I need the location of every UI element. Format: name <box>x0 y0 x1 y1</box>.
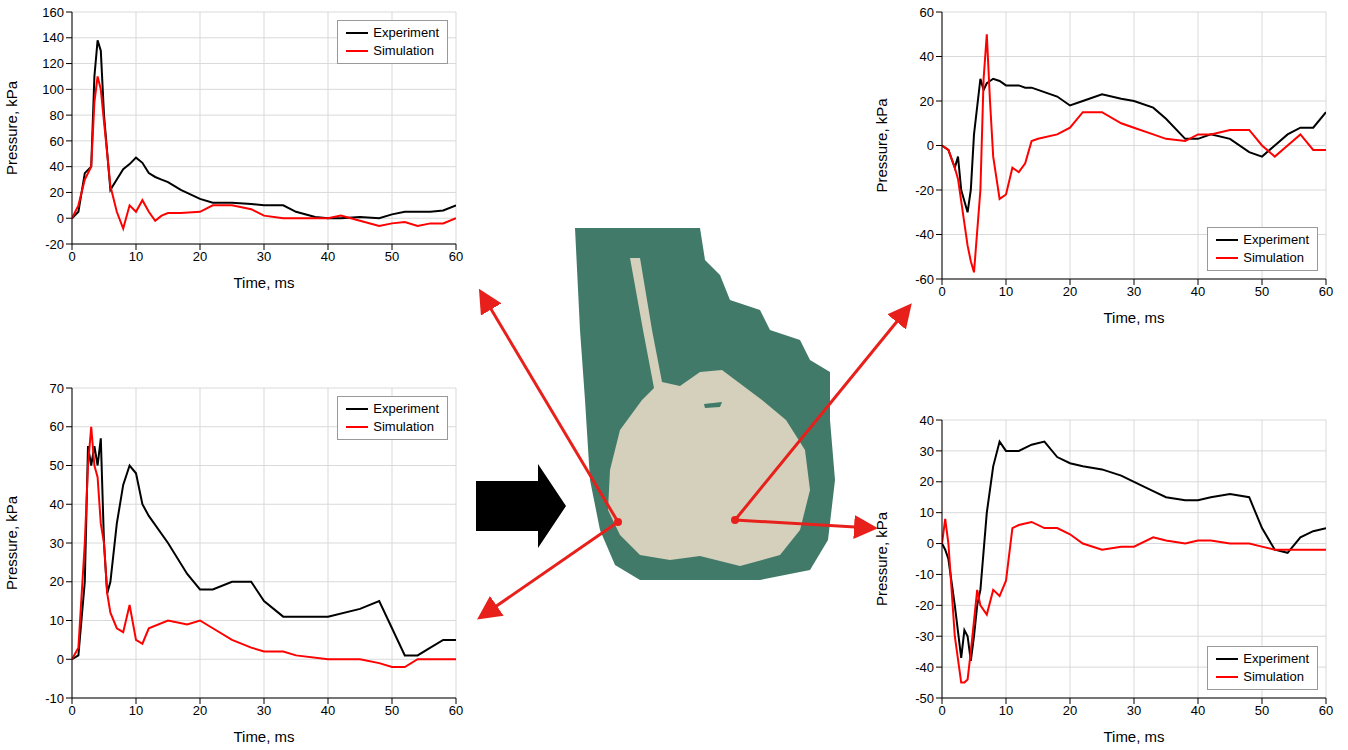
svg-text:0: 0 <box>927 138 934 153</box>
svg-text:60: 60 <box>1319 703 1333 718</box>
html-text:Experiment: Experiment <box>373 25 439 40</box>
svg-text:0: 0 <box>938 284 945 299</box>
svg-text:70: 70 <box>50 381 64 396</box>
svg-text:Time, ms: Time, ms <box>233 728 294 745</box>
svg-text:50: 50 <box>385 249 399 264</box>
svg-text:40: 40 <box>1191 284 1205 299</box>
svg-text:40: 40 <box>50 497 64 512</box>
html-text:Experiment: Experiment <box>373 401 439 416</box>
svg-text:0: 0 <box>927 536 934 551</box>
svg-text:160: 160 <box>42 5 64 20</box>
svg-text:Time, ms: Time, ms <box>1103 728 1164 745</box>
svg-text:-50: -50 <box>915 691 934 706</box>
svg-text:10: 10 <box>50 613 64 628</box>
svg-text:140: 140 <box>42 30 64 45</box>
svg-text:20: 20 <box>1063 284 1077 299</box>
svg-text:20: 20 <box>50 574 64 589</box>
svg-text:Time, ms: Time, ms <box>233 274 294 291</box>
svg-text:40: 40 <box>321 249 335 264</box>
svg-text:-20: -20 <box>45 237 64 252</box>
svg-text:60: 60 <box>1319 284 1333 299</box>
svg-text:-10: -10 <box>45 691 64 706</box>
svg-text:60: 60 <box>50 419 64 434</box>
svg-text:10: 10 <box>999 703 1013 718</box>
html-text:Experiment: Experiment <box>1243 232 1309 247</box>
svg-text:10: 10 <box>999 284 1013 299</box>
svg-text:0: 0 <box>57 652 64 667</box>
svg-text:-40: -40 <box>915 227 934 242</box>
svg-text:0: 0 <box>938 703 945 718</box>
svg-text:80: 80 <box>50 108 64 123</box>
svg-text:60: 60 <box>920 5 934 20</box>
svg-text:30: 30 <box>50 536 64 551</box>
svg-text:40: 40 <box>920 49 934 64</box>
svg-text:50: 50 <box>1255 284 1269 299</box>
svg-text:20: 20 <box>920 94 934 109</box>
html-text:Simulation: Simulation <box>373 419 434 434</box>
svg-text:Pressure, kPa: Pressure, kPa <box>873 98 890 193</box>
svg-text:Pressure, kPa: Pressure, kPa <box>3 495 20 590</box>
svg-text:10: 10 <box>920 505 934 520</box>
svg-text:0: 0 <box>68 249 75 264</box>
svg-text:40: 40 <box>50 159 64 174</box>
svg-text:20: 20 <box>920 474 934 489</box>
svg-text:20: 20 <box>50 185 64 200</box>
svg-text:40: 40 <box>321 703 335 718</box>
svg-text:30: 30 <box>257 249 271 264</box>
svg-text:-20: -20 <box>915 183 934 198</box>
svg-text:50: 50 <box>50 458 64 473</box>
svg-text:Pressure, kPa: Pressure, kPa <box>3 80 20 175</box>
svg-text:0: 0 <box>57 211 64 226</box>
svg-text:Time, ms: Time, ms <box>1103 309 1164 326</box>
svg-text:40: 40 <box>920 413 934 428</box>
svg-text:Pressure, kPa: Pressure, kPa <box>873 511 890 606</box>
svg-text:60: 60 <box>449 703 463 718</box>
html-text:Simulation: Simulation <box>1243 669 1304 684</box>
svg-text:-20: -20 <box>915 598 934 613</box>
svg-text:10: 10 <box>129 703 143 718</box>
svg-text:0: 0 <box>68 703 75 718</box>
svg-text:30: 30 <box>1127 284 1141 299</box>
svg-text:60: 60 <box>50 134 64 149</box>
svg-text:30: 30 <box>257 703 271 718</box>
html-text:Simulation: Simulation <box>373 43 434 58</box>
svg-text:-40: -40 <box>915 660 934 675</box>
svg-text:40: 40 <box>1191 703 1205 718</box>
svg-text:120: 120 <box>42 56 64 71</box>
svg-text:50: 50 <box>1255 703 1269 718</box>
html-text:Experiment: Experiment <box>1243 651 1309 666</box>
svg-text:20: 20 <box>1063 703 1077 718</box>
svg-text:20: 20 <box>193 249 207 264</box>
html-text:Simulation: Simulation <box>1243 250 1304 265</box>
svg-text:50: 50 <box>385 703 399 718</box>
svg-text:30: 30 <box>920 444 934 459</box>
svg-text:-10: -10 <box>915 567 934 582</box>
svg-text:100: 100 <box>42 82 64 97</box>
svg-text:-30: -30 <box>915 629 934 644</box>
svg-text:20: 20 <box>193 703 207 718</box>
svg-text:30: 30 <box>1127 703 1141 718</box>
svg-text:10: 10 <box>129 249 143 264</box>
svg-text:-60: -60 <box>915 272 934 287</box>
svg-text:60: 60 <box>449 249 463 264</box>
